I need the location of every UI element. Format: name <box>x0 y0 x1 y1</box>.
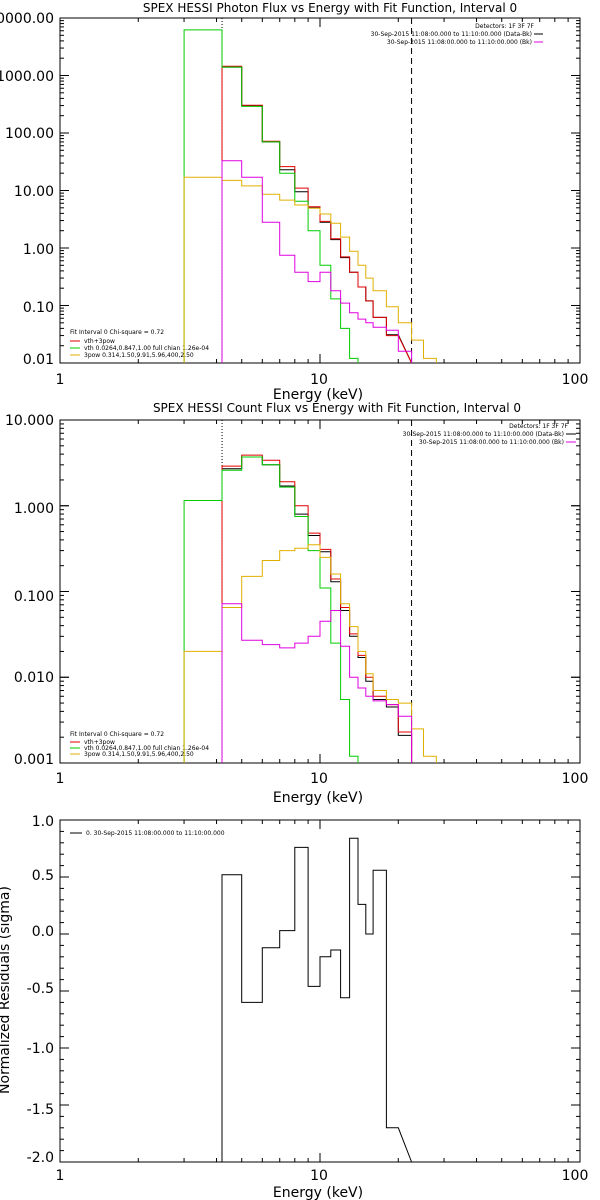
count-flux-x-axis-label: Energy (keV) <box>273 790 363 806</box>
y-tick-label: 1.000 <box>14 501 54 517</box>
bk-interval-label: 30-Sep-2015 11:08:00.000 to 11:10:00.000… <box>419 439 564 446</box>
y-tick-label: 10000.00 <box>0 11 54 27</box>
panel-2-marks <box>59 819 581 1163</box>
count-flux-title: SPEX HESSI Count Flux vs Energy with Fit… <box>153 401 521 415</box>
y-tick-label: 1000.00 <box>0 69 54 85</box>
series-2-step-line <box>183 29 359 363</box>
x-tick-label: 1 <box>56 1168 65 1184</box>
series-4-step-line <box>221 160 413 363</box>
y-tick-label: 0.010 <box>14 670 54 686</box>
x-tick-label: 1 <box>56 372 65 388</box>
series-4-step-line <box>221 603 413 763</box>
y-tick-label: 10.00 <box>14 184 54 200</box>
series-1-step-line <box>221 454 413 763</box>
y-tick-label: 0.10 <box>23 300 54 316</box>
residuals-x-axis-label: Energy (keV) <box>273 1185 363 1200</box>
data-interval-label: 30-Sep-2015 11:08:00.000 to 11:10:00.000… <box>371 31 532 38</box>
legend-vth-3pow: vth+3pow <box>84 338 115 345</box>
y-tick-label: -1.0 <box>27 1041 54 1057</box>
fit-interval-label: Fit Interval 0 Chi-square = 0.72 <box>70 731 164 738</box>
panel-0-marks <box>59 17 581 364</box>
photon-flux-title: SPEX HESSI Photon Flux vs Energy with Fi… <box>143 1 517 15</box>
photon-flux-y-tick-labels: 10000.00 1000.00 100.00 10.00 1.00 0.10 … <box>0 11 54 368</box>
y-tick-label: -2.0 <box>27 1150 54 1166</box>
y-tick-label: 1.00 <box>23 242 54 258</box>
y-tick-label: 1.0 <box>32 814 54 830</box>
series-3-step-line <box>183 544 437 763</box>
plot-frame <box>59 419 581 764</box>
y-tick-label: -1.5 <box>27 1102 54 1118</box>
x-tick-label: 1 <box>56 771 65 787</box>
x-tick-label: 10 <box>310 1168 328 1184</box>
fit-interval-label: Fit Interval 0 Chi-square = 0.72 <box>70 329 164 336</box>
plot-frame <box>59 819 581 1163</box>
y-tick-label: 100.00 <box>5 126 54 142</box>
series-0-step-line <box>221 456 413 763</box>
count-flux-panel: SPEX HESSI Count Flux vs Energy with Fit… <box>5 401 588 806</box>
data-interval-label: 30-Sep-2015 11:08:00.000 to 11:10:00.000… <box>403 431 564 438</box>
bk-interval-label: 30-Sep-2015 11:08:00.000 to 11:10:00.000… <box>387 39 532 46</box>
photon-flux-panel: SPEX HESSI Photon Flux vs Energy with Fi… <box>0 1 588 403</box>
detectors-label: Detectors: 1F 3F 7F <box>475 23 534 30</box>
residuals-y-axis-label: Normalized Residuals (sigma) <box>0 886 13 1094</box>
series-2-step-line <box>183 456 359 763</box>
x-tick-label: 10 <box>310 372 328 388</box>
panel-1-marks <box>59 419 581 764</box>
series-1-step-line <box>221 65 413 364</box>
y-tick-label: 0.100 <box>14 589 54 605</box>
y-tick-label: 10.000 <box>5 413 54 429</box>
residuals-legend-label: 0. 30-Sep-2015 11:08:00.000 to 11:10:00.… <box>86 830 225 837</box>
residuals-panel: 1.0 0.5 0.0 -0.5 -1.0 -1.5 -2.0 1 10 100… <box>0 814 588 1200</box>
x-tick-label: 100 <box>562 1168 589 1184</box>
chart-marks <box>59 17 581 1163</box>
y-tick-label: 0.01 <box>23 352 54 368</box>
x-tick-label: 10 <box>310 771 328 787</box>
y-tick-label: 0.5 <box>32 868 54 884</box>
y-tick-label: -0.5 <box>27 981 54 997</box>
legend-vth-3pow: vth+3pow <box>84 739 115 746</box>
legend-3pow: 3pow 0.314,1.50,9.91,5.96,400,2.50 <box>84 751 194 758</box>
y-tick-label: 0.0 <box>32 924 54 940</box>
x-tick-label: 100 <box>562 372 589 388</box>
x-tick-label: 100 <box>562 771 589 787</box>
legend-vth: vth 0.0264,0.847,1.00 full chian 1.26e-0… <box>84 745 209 752</box>
series-0-step-line <box>221 66 413 364</box>
plot-frame <box>59 17 581 364</box>
photon-flux-x-axis-label: Energy (keV) <box>273 387 363 403</box>
legend-3pow: 3pow 0.314,1.50,9.91,5.96,400,2.50 <box>84 352 194 359</box>
series-0-step-line <box>221 837 413 1163</box>
legend-vth: vth 0.0264,0.847,1.00 full chian 1.26e-0… <box>84 345 209 352</box>
y-tick-label: 0.001 <box>14 752 54 768</box>
detectors-label: Detectors: 1F 3F 7F <box>509 423 568 430</box>
